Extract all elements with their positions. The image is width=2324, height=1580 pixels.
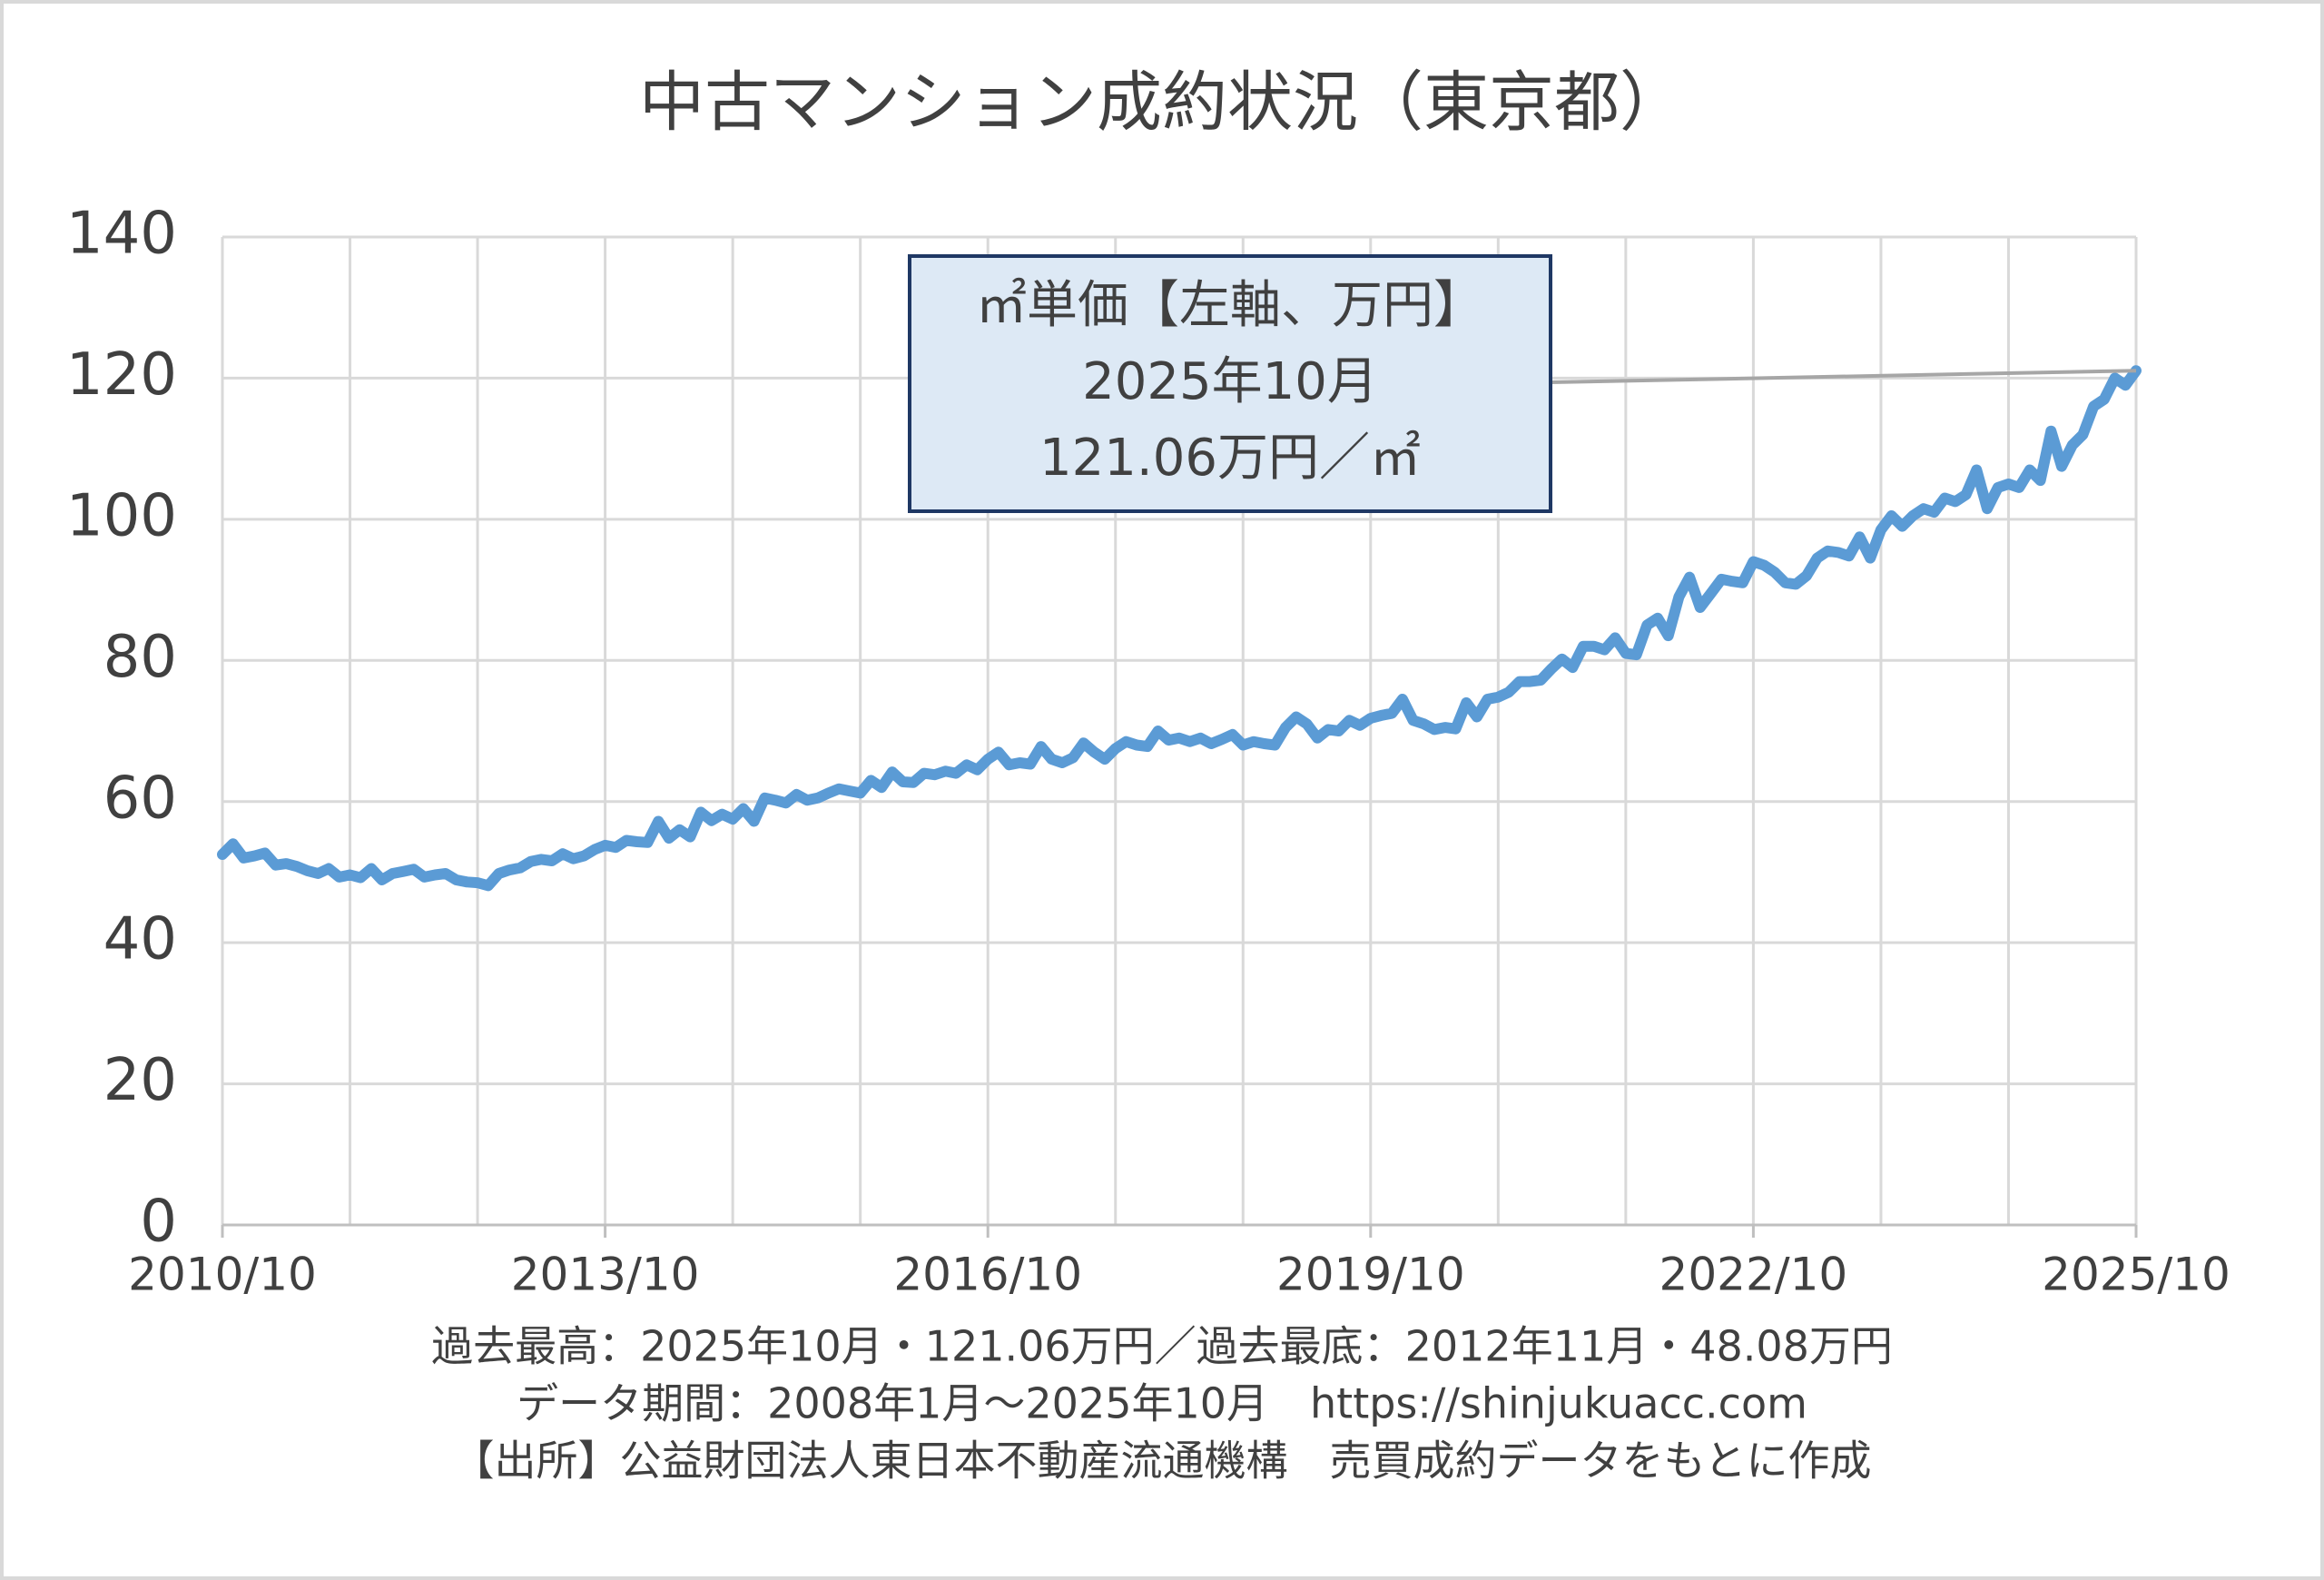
callout-text: ㎡単価【左軸、万円】 xyxy=(976,276,1484,335)
x-tick-label: 2010/10 xyxy=(128,1249,317,1301)
callout-leader xyxy=(1550,369,2137,384)
footnote: 【出所】公益財団法人東日本不動産流通機構 売買成約データをもとに作成 xyxy=(452,1437,1871,1486)
y-tick-label: 120 xyxy=(66,341,177,409)
footnote: データ期間：2008年1月～2025年10月 https://shinjukua… xyxy=(517,1379,1807,1428)
y-tick-label: 20 xyxy=(103,1047,177,1114)
y-tick-label: 80 xyxy=(103,624,177,691)
y-tick-label: 0 xyxy=(140,1189,177,1256)
y-tick-label: 40 xyxy=(103,906,177,973)
chart-title: 中古マンション成約状況（東京都） xyxy=(639,64,1685,141)
callout-box xyxy=(908,254,1552,513)
x-tick-label: 2022/10 xyxy=(1659,1249,1848,1301)
x-tick-label: 2025/10 xyxy=(2042,1249,2230,1301)
data-line xyxy=(217,365,2142,892)
x-tick-label: 2013/10 xyxy=(511,1249,700,1301)
callout-text: 121.06万円／㎡ xyxy=(1039,429,1421,488)
y-tick-label: 60 xyxy=(103,765,177,832)
y-tick-label: 140 xyxy=(66,201,177,268)
x-tick-label: 2016/10 xyxy=(893,1249,1082,1301)
callout-text: 2025年10月 xyxy=(1082,352,1378,411)
x-tick-label: 2019/10 xyxy=(1276,1249,1465,1301)
footnote: 過去最高：2025年10月・121.06万円／過去最底：2012年11月・48.… xyxy=(431,1322,1893,1371)
y-tick-label: 100 xyxy=(66,482,177,549)
